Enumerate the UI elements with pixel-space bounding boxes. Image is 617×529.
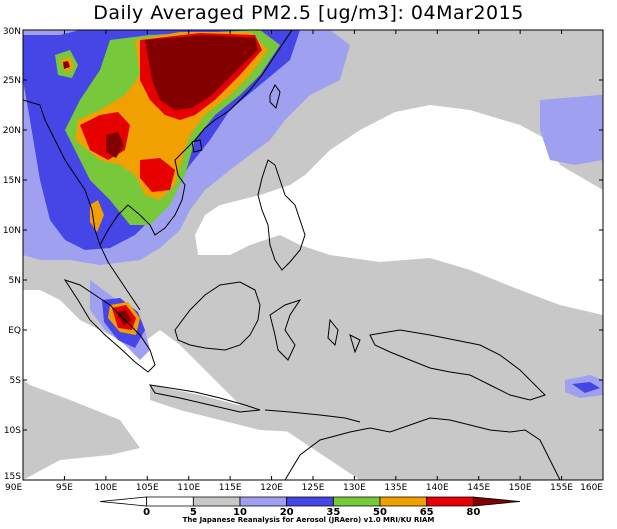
field-darkred-burma — [63, 61, 70, 69]
y-tick-label: 10S — [4, 426, 21, 436]
y-tick-label: 5N — [9, 276, 21, 286]
coast-lesser-sunda — [264, 409, 361, 423]
y-tick-label: EQ — [8, 326, 21, 336]
x-tick-label: 160E — [580, 483, 603, 493]
x-tick-label: 125E — [302, 483, 325, 493]
colorbar-label: 20 — [280, 507, 294, 518]
coast-philippines — [257, 159, 306, 271]
x-tick-label: 150E — [509, 483, 532, 493]
coast-maluku — [327, 318, 361, 354]
y-tick-label: 20N — [3, 126, 21, 136]
x-axis-labels: 90E 95E 100E 105E 110E 115E 120E 125E 130E 135E 14… — [5, 483, 603, 493]
colorbar-segment — [379, 496, 428, 507]
y-tick-label: 15N — [3, 176, 21, 186]
field-orange-thai — [90, 200, 104, 232]
colorbar-segment — [286, 496, 334, 507]
x-tick-label: 115E — [219, 483, 242, 493]
x-tick-label: 135E — [384, 483, 407, 493]
colorbar-segment — [239, 496, 288, 507]
coastlines — [23, 30, 561, 480]
x-tick-label: 110E — [177, 483, 200, 493]
coast-sulawesi — [269, 299, 302, 361]
field-darkred-west — [106, 132, 124, 158]
coast-borneo — [174, 281, 261, 351]
x-tick-label: 105E — [136, 483, 159, 493]
coast-taiwan — [269, 84, 281, 109]
x-tick-label: 155E — [550, 483, 573, 493]
x-tick-label: 145E — [467, 483, 490, 493]
field-lightblue-east — [540, 95, 603, 165]
y-tick-label: 30N — [3, 27, 21, 37]
field-darkred — [145, 35, 258, 110]
colorbar-label: 80 — [466, 507, 480, 518]
concentration-fields — [23, 30, 603, 480]
map-title: Daily Averaged PM2.5 [ug/m3]: 04Mar2015 — [93, 2, 524, 24]
y-tick-label: 5S — [10, 376, 22, 386]
colorbar: 0 5 10 20 35 50 65 80 — [99, 496, 521, 518]
colorbar-segment — [332, 496, 381, 507]
field-gray-south — [23, 380, 140, 480]
coast-java — [149, 384, 261, 413]
coast-mainland — [23, 30, 293, 311]
colorbar-segment — [99, 496, 148, 507]
colorbar-label: 5 — [190, 507, 197, 518]
x-tick-label: 130E — [343, 483, 366, 493]
colorbar-segment — [146, 496, 194, 507]
colorbar-label: 35 — [326, 507, 340, 518]
colorbar-segment — [426, 496, 474, 507]
colorbar-label: 65 — [420, 507, 434, 518]
x-tick-label: 100E — [94, 483, 117, 493]
colorbar-segment — [192, 496, 241, 507]
x-tick-label: 120E — [260, 483, 283, 493]
coast-sumatra — [63, 279, 156, 373]
credit-line: The Japanese Reanalysis for Aerosol (JRA… — [182, 516, 435, 524]
x-tick-label: 140E — [426, 483, 449, 493]
colorbar-segment — [472, 496, 521, 507]
y-tick-label: 25N — [3, 76, 21, 86]
y-tick-label: 15S — [4, 472, 21, 482]
colorbar-label: 50 — [373, 507, 387, 518]
coast-australia — [284, 417, 561, 480]
coast-hainan — [191, 139, 203, 153]
field-red-south — [140, 158, 175, 192]
y-tick-label: 10N — [3, 226, 21, 236]
colorbar-label: 0 — [143, 507, 150, 518]
x-tick-label: 90E — [5, 483, 22, 493]
field-darkblue-se — [572, 382, 600, 393]
colorbar-label: 10 — [233, 507, 247, 518]
y-axis-labels: 30N 25N 20N 15N 10N 5N EQ 5S 10S 15S — [3, 27, 21, 482]
coast-new-guinea — [369, 329, 546, 401]
tick-marks — [22, 29, 604, 481]
x-tick-label: 95E — [56, 483, 73, 493]
